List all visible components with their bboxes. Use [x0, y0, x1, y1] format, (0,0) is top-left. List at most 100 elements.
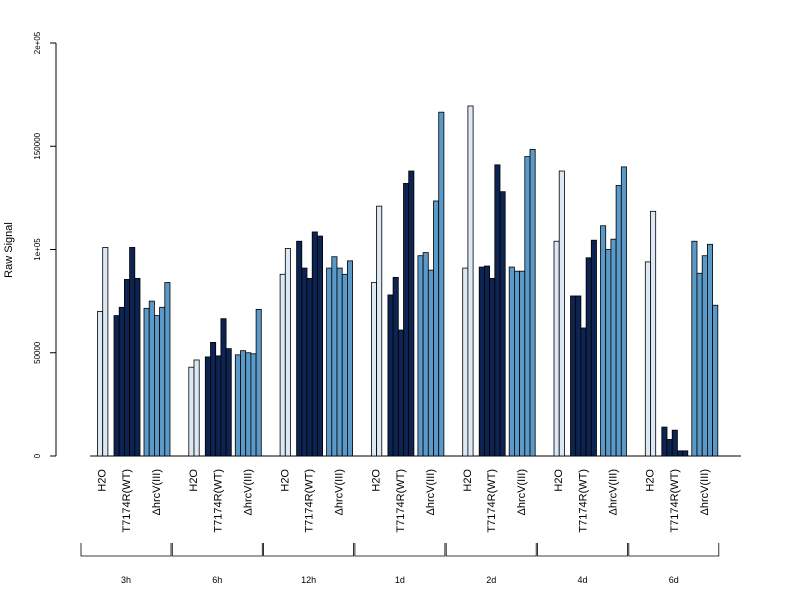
bar-3h-2-1 [148, 300, 155, 457]
bar-1d-0-1 [376, 205, 383, 457]
treatment-label: T7174R(WT) [395, 469, 407, 533]
bar-1d-1-0 [387, 294, 394, 457]
bar-6d-1-0 [661, 426, 668, 457]
bar-4d-1-2 [580, 327, 587, 457]
bar-12h-1-2 [306, 278, 313, 457]
bar-6h-1-0 [204, 356, 211, 457]
bar-3h-0-1 [102, 247, 109, 457]
treatment-label: ΔhrcV(III) [334, 469, 346, 515]
bar-3h-0-0 [97, 311, 104, 457]
bar-1d-2-1 [422, 252, 429, 457]
bar-6d-2-1 [696, 272, 703, 457]
bar-12h-1-4 [316, 235, 323, 457]
timepoint-bracket [171, 543, 263, 557]
bar-6h-1-1 [210, 342, 217, 457]
bar-1d-2-2 [427, 269, 434, 457]
bar-2d-0-0 [462, 267, 469, 457]
y-tick-label: 0 [33, 453, 42, 458]
bar-12h-0-0 [279, 273, 286, 457]
bar-6h-2-2 [245, 352, 252, 457]
treatment-label: ΔhrcV(III) [242, 469, 254, 515]
bar-4d-1-1 [575, 295, 582, 457]
treatment-label: ΔhrcV(III) [516, 469, 528, 515]
y-tick-label: 2e+05 [33, 31, 42, 54]
bar-6d-0-1 [650, 210, 657, 457]
treatment-label: ΔhrcV(III) [699, 469, 711, 515]
timepoint-label: 4d [577, 575, 587, 585]
bar-12h-2-0 [326, 267, 333, 457]
bar-3h-2-3 [159, 306, 166, 457]
treatment-label: H2O [371, 469, 383, 492]
treatment-label: H2O [645, 469, 657, 492]
bar-1d-1-4 [408, 170, 415, 457]
bar-2d-2-3 [524, 156, 531, 457]
bar-6d-1-4 [682, 450, 689, 457]
treatment-label: ΔhrcV(III) [425, 469, 437, 515]
bar-6h-1-2 [215, 355, 222, 457]
bar-2d-0-1 [467, 105, 474, 457]
bar-2d-1-3 [494, 164, 501, 457]
bar-3h-1-2 [124, 279, 131, 457]
bar-12h-2-1 [331, 256, 338, 457]
bar-3h-1-3 [129, 247, 136, 457]
timepoint-bracket [80, 543, 172, 557]
bar-4d-2-1 [605, 249, 612, 457]
bar-1d-1-3 [403, 183, 410, 457]
bar-12h-1-1 [301, 267, 308, 457]
bar-2d-2-1 [514, 270, 521, 457]
treatment-label: H2O [462, 469, 474, 492]
bar-3h-2-0 [143, 307, 150, 457]
bar-4d-0-1 [558, 170, 565, 457]
bar-1d-1-1 [392, 276, 399, 457]
bar-6h-2-3 [250, 353, 257, 457]
bar-6h-1-4 [225, 348, 232, 457]
timepoint-label: 6h [212, 575, 222, 585]
treatment-label: T7174R(WT) [578, 469, 590, 533]
treatment-label: H2O [279, 469, 291, 492]
bar-4d-2-2 [610, 238, 617, 457]
bar-3h-2-2 [153, 315, 160, 457]
timepoint-label: 1d [395, 575, 405, 585]
timepoint-bracket [537, 543, 628, 557]
treatment-labels: H2O T7174R(WT) ΔhrcV(III) H2O T7174R(WT) Δhrc… [97, 469, 711, 533]
bar-3h-1-4 [134, 278, 141, 457]
bar-4d-2-0 [600, 225, 607, 457]
treatment-label: T7174R(WT) [486, 469, 498, 533]
bar-6h-0-0 [188, 366, 195, 457]
bar-2d-1-1 [483, 265, 490, 457]
y-axis: 0 50000 1e+05 150000 2e+05 [33, 31, 57, 458]
timepoint-groups: 3h 6h 12h 1d 2d 4d 6d [80, 543, 720, 585]
timepoint-bracket [263, 543, 354, 557]
bar-6h-1-3 [220, 318, 227, 457]
bar-1d-1-2 [397, 329, 404, 457]
treatment-label: H2O [188, 469, 200, 492]
bar-3h-2-4 [164, 282, 171, 457]
bar-4d-0-0 [553, 240, 560, 457]
bar-12h-2-3 [341, 273, 348, 457]
bar-6d-0-0 [644, 261, 651, 457]
y-tick-label: 50000 [33, 341, 42, 364]
bar-6d-2-0 [691, 240, 698, 457]
bar-4d-1-4 [590, 239, 597, 457]
bar-6d-1-2 [671, 429, 678, 457]
bar-1d-2-0 [417, 255, 424, 457]
bar-6d-2-4 [712, 304, 719, 457]
bar-2d-2-4 [529, 148, 536, 457]
treatment-label: T7174R(WT) [669, 469, 681, 533]
treatment-label: H2O [97, 469, 109, 492]
treatment-label: T7174R(WT) [304, 469, 316, 533]
bar-12h-2-2 [336, 267, 343, 457]
bar-1d-0-0 [370, 282, 377, 457]
treatment-label: H2O [553, 469, 565, 492]
timepoint-label: 6d [669, 575, 679, 585]
bar-6h-2-1 [240, 350, 247, 457]
bar-3h-1-1 [118, 306, 125, 457]
bar-4d-1-3 [585, 257, 592, 457]
bar-2d-1-2 [489, 278, 496, 457]
bar-6h-2-0 [234, 354, 241, 457]
treatment-label: T7174R(WT) [121, 469, 133, 533]
y-tick-label: 1e+05 [33, 238, 42, 261]
bar-6d-1-1 [666, 439, 673, 457]
bar-6d-2-3 [707, 243, 714, 457]
timepoint-bracket [445, 543, 537, 557]
